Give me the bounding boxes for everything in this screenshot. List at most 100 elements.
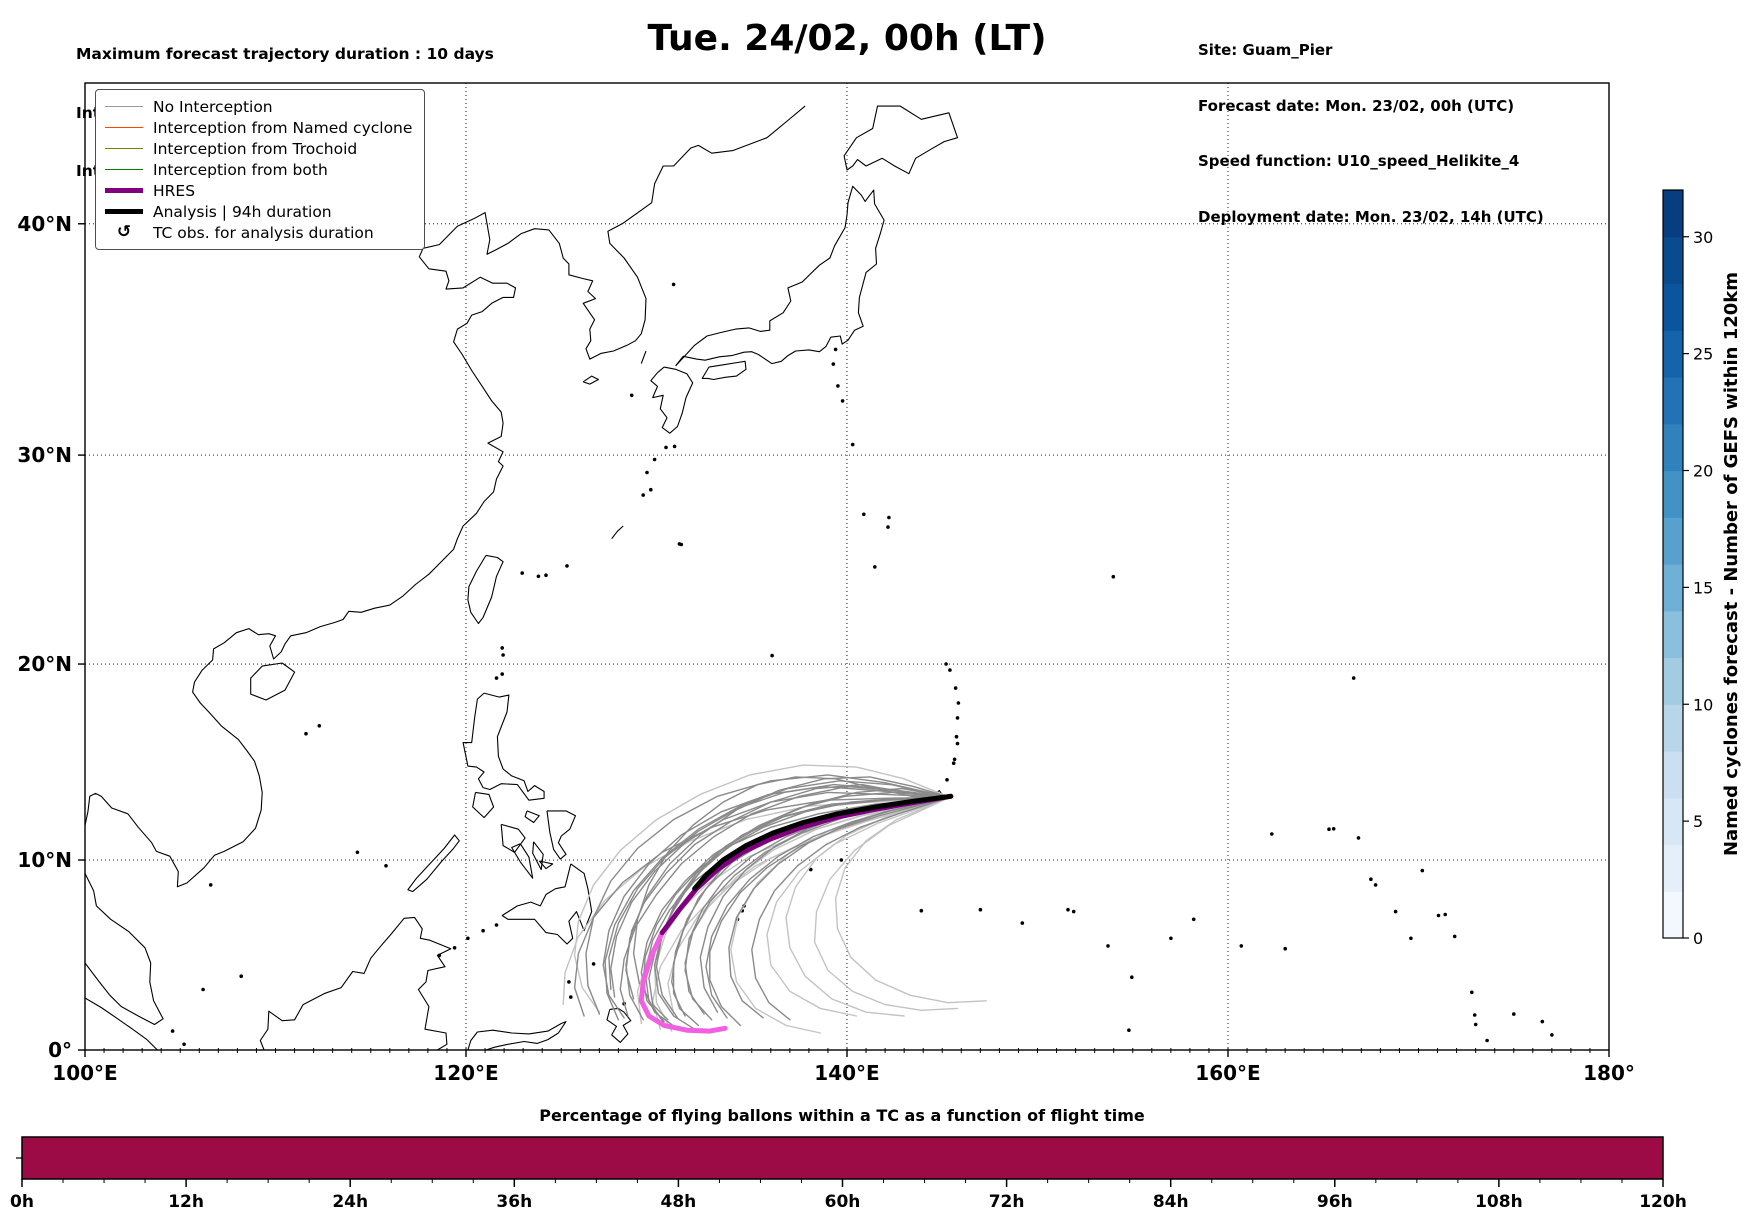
colorbar-segment [1663, 844, 1683, 892]
island-dot [536, 574, 541, 579]
island-dot [437, 953, 442, 958]
time-tick-label: 72h [989, 1192, 1025, 1212]
island-dot [679, 542, 684, 547]
island-dot [384, 864, 388, 868]
trajectory-no-interception-light [667, 796, 951, 1015]
tc-obs-cyclone-icon: ↺ [105, 224, 143, 241]
colorbar-segment [1663, 891, 1683, 939]
island-dot [481, 928, 485, 933]
island-dot [520, 571, 524, 575]
island-dot [1369, 877, 1373, 881]
y-axis-tick-label: 10°N [17, 848, 72, 872]
trajectory-no-interception [625, 783, 951, 1000]
time-tick-label: 84h [1153, 1192, 1189, 1212]
trajectory-no-interception [585, 774, 951, 1015]
speed-function-line: Speed function: U10_speed_Helikite_4 [1198, 152, 1520, 170]
island-dot [664, 445, 668, 450]
figure-title: Tue. 24/02, 00h (LT) [647, 18, 1047, 59]
colorbar-segment [1663, 517, 1683, 565]
island-dot [201, 987, 205, 992]
island-dot [1351, 676, 1356, 680]
bottom-chart-title: Percentage of flying ballons within a TC… [539, 1106, 1145, 1125]
coastline [85, 873, 164, 1026]
trajectory-no-interception-light [834, 796, 987, 1004]
island-dot [641, 493, 645, 497]
island-dot [1436, 913, 1441, 918]
island-dot [1443, 912, 1447, 917]
legend-line-swatch [105, 188, 143, 193]
island-dot [1270, 832, 1274, 836]
colorbar-segment [1663, 330, 1683, 378]
island-dot [500, 646, 505, 650]
island-dot [1020, 921, 1025, 925]
island-dot [887, 515, 891, 520]
island-dot [501, 653, 505, 657]
island-dot [494, 676, 499, 680]
island-dot [1071, 909, 1076, 914]
island-dot [591, 962, 596, 966]
flight-time-bar [21, 1136, 1664, 1180]
coastline [675, 185, 885, 367]
coastline [640, 350, 647, 364]
trajectory-no-interception [655, 787, 951, 960]
island-dot [945, 778, 949, 782]
island-dot [1420, 868, 1425, 873]
legend-item-label: Analysis | 94h duration [153, 202, 332, 221]
island-dot [1191, 917, 1196, 922]
island-dot [1540, 1019, 1545, 1024]
time-tick-label: 96h [1317, 1192, 1353, 1212]
colorbar-segment [1663, 797, 1683, 846]
colorbar-tick-label: 20 [1693, 462, 1713, 481]
legend-item-4: HRES [105, 180, 412, 201]
coastline [250, 662, 296, 701]
time-tick-label: 120h [1639, 1192, 1687, 1212]
legend-item-label: HRES [153, 181, 196, 200]
coastline [85, 997, 158, 1050]
trajectory-no-interception [608, 783, 951, 991]
coastline [843, 105, 959, 175]
trajectory-no-interception-light [766, 796, 951, 1017]
island-dot [1283, 946, 1287, 951]
island-dot [649, 487, 653, 492]
trajectory-no-interception-light [730, 796, 951, 1034]
coastline [500, 823, 526, 853]
trajectory-no-interception-light [688, 796, 951, 939]
island-dot [955, 716, 960, 720]
coastline [501, 863, 593, 945]
island-dot [952, 757, 957, 762]
legend-line [105, 127, 143, 128]
island-dot [1111, 574, 1116, 579]
colorbar-tick-label: 0 [1693, 929, 1703, 948]
island-dot [652, 457, 657, 462]
island-dot [1130, 975, 1134, 979]
legend-item-0: No Interception [105, 96, 412, 117]
island-dot [1239, 944, 1244, 948]
coastline [472, 791, 495, 819]
colorbar-border [1662, 189, 1684, 939]
island-dot [544, 573, 548, 577]
legend-item-2: Interception from Trochoid [105, 138, 412, 159]
coastline [701, 360, 747, 381]
coastline [467, 554, 504, 625]
coastline [582, 375, 599, 385]
island-dot [355, 850, 360, 855]
island-dot [1169, 936, 1173, 941]
map-legend: No Interception Interception from Named c… [95, 89, 426, 250]
legend-line-swatch [105, 169, 143, 170]
island-dot [953, 686, 958, 690]
island-dot [645, 470, 649, 475]
y-axis-tick-label: 20°N [17, 652, 72, 676]
trajectory-no-interception [632, 776, 951, 985]
colorbar-segment [1663, 470, 1683, 518]
colorbar-axis-label: Named cyclones forecast - Number of GEFS… [1721, 272, 1742, 856]
legend-item-label: TC obs. for analysis duration [153, 223, 374, 242]
island-dot [1393, 909, 1398, 914]
x-axis-tick-label: 100°E [52, 1061, 117, 1085]
coastline [85, 105, 806, 888]
island-dot [956, 701, 961, 705]
x-axis-tick-label: 160°E [1195, 1061, 1260, 1085]
island-dot [629, 393, 634, 398]
island-dot [840, 399, 845, 403]
hres-extension-track [638, 930, 728, 1034]
